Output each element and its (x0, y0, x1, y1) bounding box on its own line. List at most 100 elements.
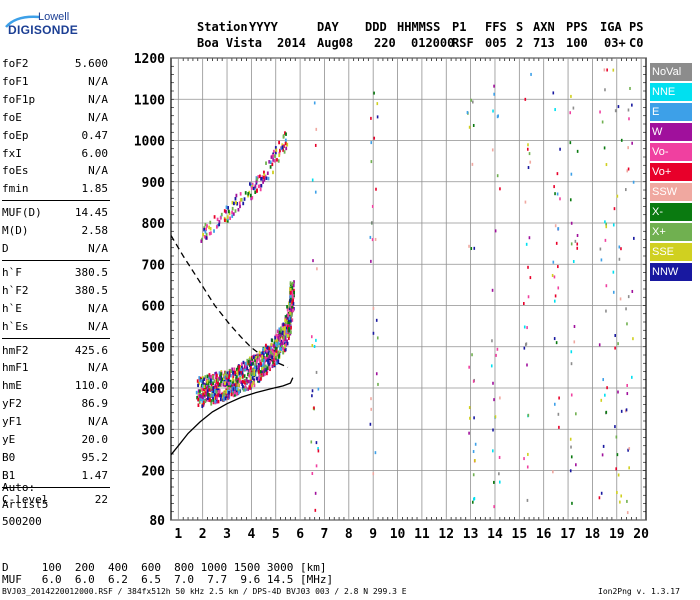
echo-point (291, 282, 294, 287)
echo-point (267, 351, 270, 356)
echo-point (235, 392, 238, 396)
echo-point (286, 319, 289, 324)
echo-point (215, 372, 218, 377)
echo-point (204, 375, 207, 379)
echo-point (283, 334, 286, 338)
echo-point (224, 371, 227, 375)
echo-point (235, 388, 238, 392)
echo-point (244, 385, 247, 389)
echo-point (285, 319, 288, 324)
echo-point (236, 391, 239, 395)
echo-point (207, 388, 210, 392)
parameter-value: 0.47 (81, 128, 109, 142)
echo-point (281, 341, 284, 346)
echo-point (219, 377, 222, 381)
echo-point (198, 376, 201, 380)
echo-point (277, 334, 280, 338)
echo-point (620, 138, 623, 142)
echo-point (220, 381, 222, 385)
echo-point (253, 367, 256, 371)
legend-item: SSE (650, 243, 692, 261)
echo-point (258, 371, 261, 375)
echo-point (216, 380, 219, 385)
echo-point (270, 346, 272, 350)
echo-point (290, 298, 293, 303)
echo-point (228, 370, 231, 375)
parameter-value: N/A (88, 242, 108, 255)
digisonde-logo-swoosh-icon (5, 15, 41, 28)
parameter-label: foF1p (2, 92, 36, 106)
echo-point (270, 349, 273, 353)
echo-point (632, 180, 635, 184)
echo-point (632, 337, 634, 341)
echo-point (526, 498, 529, 502)
echo-point (223, 390, 225, 395)
echo-point (527, 295, 530, 299)
echo-point (289, 329, 292, 334)
echo-point (249, 363, 251, 368)
echo-point (605, 309, 607, 313)
echo-point (205, 390, 208, 395)
echo-point (217, 382, 219, 386)
echo-point (201, 237, 203, 242)
echo-point (200, 394, 203, 399)
echo-point (214, 383, 217, 388)
echo-point (270, 338, 273, 342)
echo-point (231, 387, 234, 392)
echo-point (289, 316, 291, 321)
echo-point (315, 338, 317, 342)
echo-point (202, 396, 205, 401)
echo-point (255, 376, 258, 381)
echo-point (253, 372, 256, 377)
echo-point (291, 289, 294, 294)
echo-point (290, 306, 293, 310)
echo-point (241, 371, 244, 375)
echo-point (552, 91, 555, 95)
y-tick-label: 700 (142, 258, 166, 273)
echo-point (240, 380, 243, 385)
echo-point (228, 368, 231, 373)
parameter-label: hmF1 (2, 361, 29, 375)
echo-point (288, 323, 291, 327)
echo-point (253, 380, 255, 385)
echo-point (288, 300, 291, 305)
echo-point (290, 287, 292, 291)
echo-point (292, 295, 295, 300)
echo-point (289, 311, 291, 315)
echo-point (258, 371, 261, 375)
echo-point (236, 379, 239, 383)
echo-point (236, 371, 239, 375)
echo-point (279, 349, 282, 353)
echo-point (228, 383, 231, 387)
echo-point (226, 390, 229, 395)
echo-point (207, 392, 209, 397)
echo-point (498, 455, 501, 459)
echo-point (553, 402, 556, 406)
echo-point (268, 348, 271, 353)
echo-point (289, 330, 292, 334)
echo-point (291, 308, 294, 313)
echo-point (216, 392, 219, 397)
echo-point (289, 297, 291, 301)
echo-point (247, 360, 250, 364)
echo-point (279, 342, 282, 347)
echo-point (604, 238, 607, 242)
echo-point (263, 351, 266, 356)
echo-point (271, 364, 274, 368)
echo-point (291, 307, 294, 312)
echo-point (570, 393, 573, 397)
echo-point (290, 302, 292, 306)
echo-point (289, 296, 292, 300)
echo-point (197, 398, 200, 402)
echo-point (278, 354, 281, 358)
echo-point (235, 386, 238, 391)
echo-point (269, 160, 272, 164)
parameter-row: fxI 6.00 (2, 145, 108, 163)
echo-point (612, 270, 615, 274)
echo-point (226, 387, 229, 391)
x-tick-label: 18 (585, 527, 601, 542)
echo-point (235, 392, 238, 397)
echo-point (293, 293, 295, 297)
legend-item: Vo+ (650, 163, 692, 181)
echo-point (269, 347, 272, 352)
